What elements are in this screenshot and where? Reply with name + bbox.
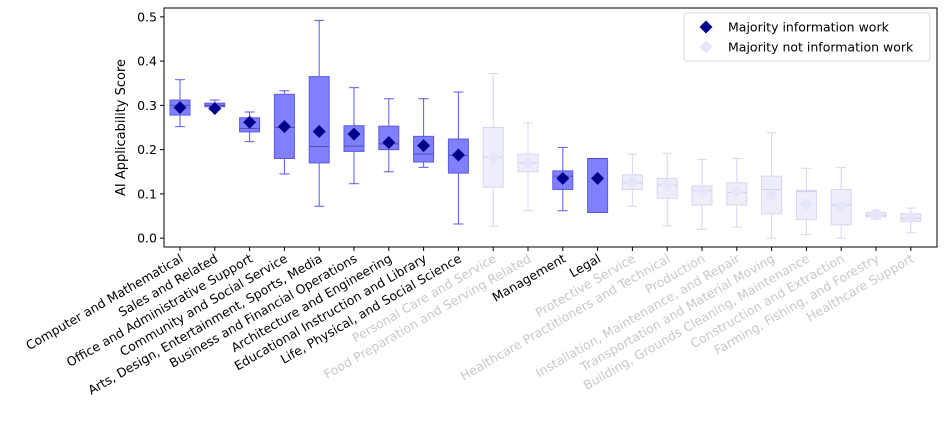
mean-marker: [730, 185, 744, 199]
legend-entry-label: Majority not information work: [728, 40, 914, 55]
mean-marker: [312, 124, 326, 138]
box-22: [900, 207, 922, 234]
mean-marker: [277, 120, 291, 134]
box-7: [378, 98, 400, 173]
mean-marker: [556, 171, 570, 185]
mean-marker: [660, 178, 674, 192]
y-axis-label: AI Applicability Score: [114, 59, 129, 196]
legend-marker: [699, 20, 713, 34]
box-12: [552, 146, 574, 212]
box-17: [726, 157, 748, 228]
mean-marker: [765, 188, 779, 202]
y-axis: 0.0 0.1 0.2 0.3 0.4 0.5: [137, 9, 164, 246]
box-13: [587, 157, 609, 213]
mean-marker: [243, 115, 257, 129]
y-tick-label: 0.1: [137, 186, 157, 201]
mean-marker: [347, 127, 361, 141]
box-10: [482, 73, 504, 227]
mean-marker: [625, 175, 639, 189]
box-5: [308, 19, 330, 207]
mean-marker: [591, 171, 605, 185]
plot-frame: [163, 7, 938, 248]
box-15: [656, 152, 678, 227]
mean-marker: [451, 148, 465, 162]
box-6: [343, 87, 365, 185]
y-tick-label: 0.3: [137, 98, 157, 113]
box-16: [691, 158, 713, 230]
mean-marker: [486, 151, 500, 165]
mean-marker: [904, 211, 918, 225]
box-20: [830, 166, 852, 239]
box-14: [621, 153, 643, 207]
mean-marker: [417, 139, 431, 153]
box-8: [413, 98, 435, 168]
box-19: [795, 167, 817, 236]
legend-marker: [699, 40, 713, 54]
legend: Majority information work Majority not in…: [683, 12, 931, 62]
box-iqr: [308, 76, 330, 164]
plot-area: [163, 7, 938, 248]
y-tick-label: 0.2: [137, 142, 157, 157]
mean-marker: [521, 157, 535, 171]
mean-marker: [382, 136, 396, 150]
box-3: [239, 111, 261, 143]
box-2: [204, 99, 226, 115]
legend-box: [683, 12, 931, 62]
box-21: [865, 208, 887, 222]
mean-marker: [695, 184, 709, 198]
y-tick-label: 0.4: [137, 54, 157, 69]
y-tick-label: 0.0: [137, 231, 157, 246]
mean-marker: [869, 208, 883, 222]
legend-entry-label: Majority information work: [728, 20, 890, 35]
box-11: [517, 122, 539, 212]
box-1: [169, 79, 191, 128]
box-4: [273, 90, 295, 175]
box-9: [447, 91, 469, 225]
box-iqr: [587, 157, 609, 213]
mean-marker: [208, 101, 222, 115]
mean-marker: [834, 200, 848, 214]
mean-marker: [173, 101, 187, 115]
mean-marker: [799, 197, 813, 211]
y-tick-label: 0.5: [137, 9, 157, 24]
box-18: [761, 132, 783, 239]
